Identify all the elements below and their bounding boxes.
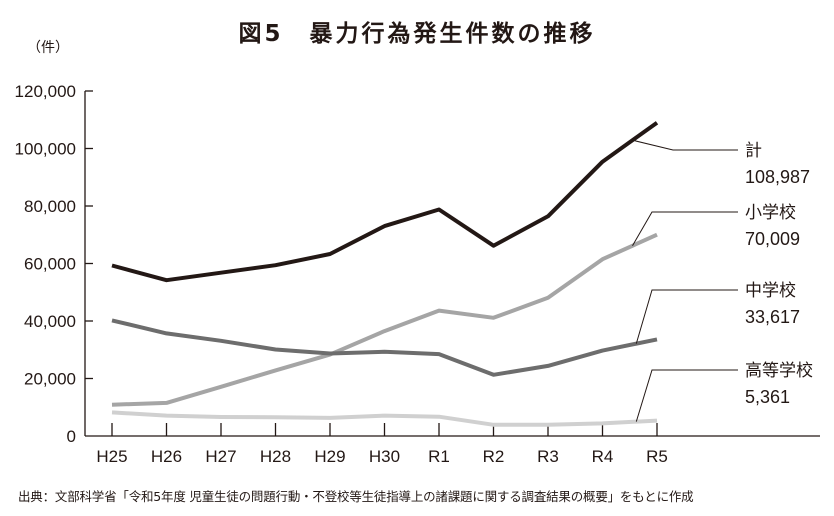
- axes: 0 20,000 40,000 60,000 80,000 100,000 120,000 H…: [15, 82, 820, 466]
- callout-series-name: 高等学校: [745, 361, 813, 381]
- callout-leader-line: [632, 139, 738, 151]
- callout-series-value: 33,617: [745, 307, 800, 327]
- callout-elementary: 小学校 70,009: [632, 203, 800, 249]
- x-tick-label: H26: [151, 447, 182, 466]
- x-tick-label: R3: [537, 447, 559, 466]
- y-tick-label: 0: [67, 427, 76, 446]
- callout-series-name: 小学校: [745, 203, 796, 223]
- series-callouts: 計 108,987 小学校 70,009 中学校 33,617 高等学校 5,361: [632, 139, 813, 422]
- callout-high-school: 高等学校 5,361: [635, 361, 813, 422]
- x-tick-label: H27: [205, 447, 236, 466]
- x-tick-label: R1: [428, 447, 450, 466]
- x-tick-label: R2: [483, 447, 505, 466]
- y-tick-label: 120,000: [15, 82, 76, 101]
- callout-total: 計 108,987: [632, 139, 810, 187]
- callout-leader-line: [635, 289, 738, 344]
- series-line-total: [111, 121, 659, 283]
- y-tick-label: 100,000: [15, 140, 76, 159]
- callout-series-name: 計: [745, 141, 762, 161]
- x-tick-label: H28: [260, 447, 291, 466]
- y-axis-unit-label: （件）: [27, 40, 69, 56]
- callout-leader-line: [635, 369, 738, 422]
- x-tick-label: R5: [646, 447, 668, 466]
- callout-leader-line: [632, 211, 738, 246]
- y-tick-label: 60,000: [24, 255, 76, 274]
- series-line-elementary: [111, 232, 658, 407]
- callout-series-value: 70,009: [745, 229, 800, 249]
- x-tick-label: R4: [592, 447, 614, 466]
- x-tick-label: H25: [96, 447, 127, 466]
- callout-series-value: 5,361: [745, 387, 790, 407]
- y-tick-label: 40,000: [24, 312, 76, 331]
- series-line-high-school: [111, 410, 658, 427]
- y-tick-label: 20,000: [24, 370, 76, 389]
- series-lines: [111, 121, 659, 427]
- callout-junior-high: 中学校 33,617: [635, 281, 800, 344]
- callout-series-value: 108,987: [745, 167, 810, 187]
- callout-series-name: 中学校: [745, 281, 796, 301]
- x-tick-label: H30: [369, 447, 400, 466]
- chart-title: 図5 暴力行為発生件数の推移: [238, 21, 596, 47]
- y-tick-label: 80,000: [24, 197, 76, 216]
- x-tick-label: H29: [314, 447, 345, 466]
- source-note: 出典：文部科学省「令和5年度 児童生徒の問題行動・不登校等生徒指導上の諸課題に関…: [18, 489, 694, 504]
- series-line-junior-high: [111, 318, 658, 377]
